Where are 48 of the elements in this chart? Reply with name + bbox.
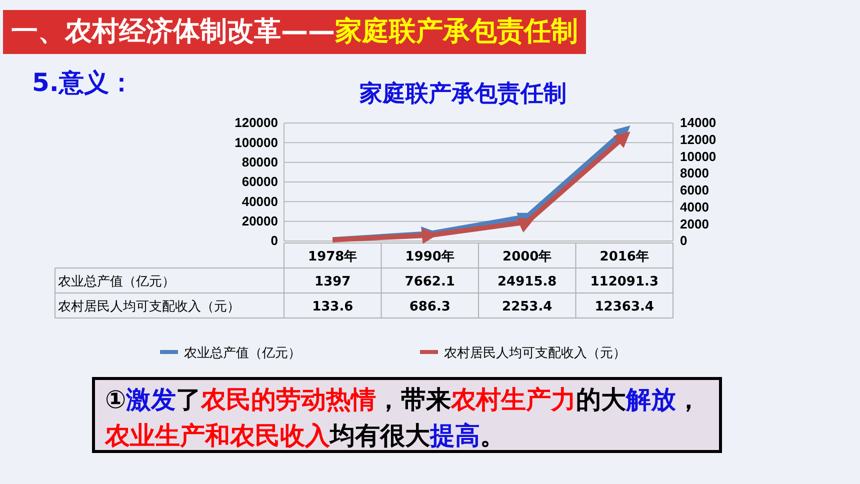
y2-tick-label: 8000 bbox=[680, 166, 709, 181]
text: ① bbox=[105, 385, 126, 414]
text: 农民的劳动热情 bbox=[201, 385, 376, 414]
text: 农业总产值（亿元） bbox=[58, 274, 175, 290]
text: ，带来 bbox=[376, 385, 452, 414]
y2-tick-label: 12000 bbox=[680, 132, 716, 148]
legend-label: 农业总产值（亿元） bbox=[184, 346, 301, 361]
text: 家庭联产承包责任制 bbox=[335, 16, 578, 47]
y2-tick-label: 2000 bbox=[680, 216, 709, 232]
x-tick-label: 2000年 bbox=[502, 250, 552, 264]
y2-tick-label: 14000 bbox=[680, 115, 716, 130]
data-label: 112091.3 bbox=[590, 274, 659, 290]
chart-title: 家庭联产承包责任制 bbox=[358, 80, 566, 107]
y-tick-label: 80000 bbox=[242, 154, 278, 170]
x-tick-label: 1978年 bbox=[308, 250, 358, 264]
data-label: 7662.1 bbox=[404, 274, 455, 290]
text: 提高 bbox=[430, 421, 480, 450]
y-tick-label: 100000 bbox=[234, 134, 278, 150]
text: 农业生产和农民收入 bbox=[105, 421, 330, 450]
text: 农村生产力 bbox=[451, 385, 576, 414]
text: 激发 bbox=[126, 385, 176, 414]
text: 。 bbox=[480, 421, 505, 450]
y2-tick-label: 6000 bbox=[680, 182, 709, 198]
text: 了 bbox=[176, 385, 202, 414]
y2-tick-label: 10000 bbox=[680, 148, 716, 164]
data-label: 24915.8 bbox=[498, 274, 557, 290]
x-tick-label: 2016年 bbox=[600, 250, 649, 264]
y-tick-label: 40000 bbox=[242, 194, 278, 209]
y-tick-label: 60000 bbox=[242, 174, 278, 190]
text: 农村居民人均可支配收入（元） bbox=[58, 300, 240, 314]
y2-tick-label: 0 bbox=[680, 233, 688, 248]
data-label: 133.6 bbox=[312, 300, 354, 314]
data-label: 2253.4 bbox=[502, 300, 552, 314]
y-tick-label: 0 bbox=[270, 233, 278, 248]
text: ， bbox=[676, 385, 702, 414]
text: 均有很大 bbox=[330, 421, 430, 450]
x-tick-label: 1990年 bbox=[405, 250, 454, 264]
data-label: 12363.4 bbox=[594, 300, 654, 314]
data-label: 1397 bbox=[314, 274, 351, 290]
text: 解放 bbox=[626, 385, 676, 414]
text: 5.意义： bbox=[32, 67, 134, 99]
text: 一、农村经济体制改革—— bbox=[11, 16, 335, 47]
text: 的大 bbox=[576, 385, 626, 414]
legend-label: 农村居民人均可支配收入（元） bbox=[444, 346, 626, 361]
y2-tick-label: 4000 bbox=[680, 199, 709, 214]
y-tick-label: 20000 bbox=[242, 213, 278, 228]
data-label: 686.3 bbox=[409, 300, 450, 314]
y-tick-label: 120000 bbox=[234, 115, 278, 130]
